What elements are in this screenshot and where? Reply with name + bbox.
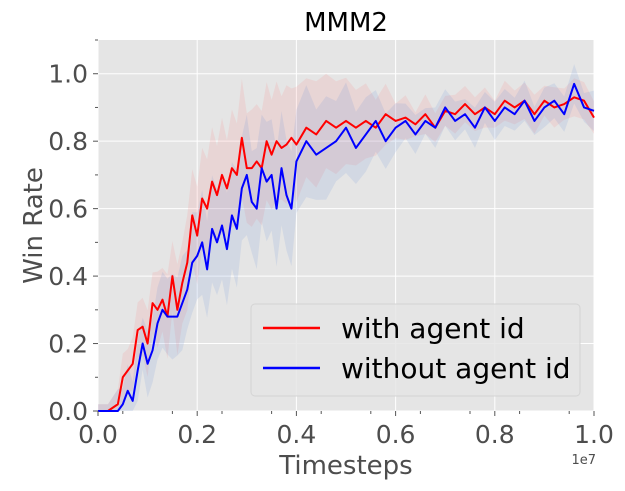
- x-axis-offset-label: 1e7: [571, 453, 596, 468]
- x-tick-label: 0.2: [177, 420, 217, 449]
- confidence-band-0: [98, 73, 594, 412]
- chart-title: MMM2: [304, 8, 388, 38]
- legend: with agent id without agent id: [250, 303, 581, 397]
- legend-box: [250, 303, 581, 397]
- x-tick-label: 0.0: [78, 420, 118, 449]
- y-tick-label: 0.8: [48, 127, 88, 156]
- y-tick-label: 0.2: [48, 330, 88, 359]
- grid-lines: [97, 40, 595, 412]
- y-axis-label: Win Rate: [19, 167, 49, 284]
- legend-label-without-agent-id: without agent id: [341, 352, 571, 385]
- x-tick-label: 0.8: [475, 420, 515, 449]
- legend-label-with-agent-id: with agent id: [341, 312, 525, 345]
- y-tick-label: 0.6: [48, 195, 88, 224]
- confidence-band-1: [98, 64, 594, 411]
- confidence-bands: [98, 64, 594, 412]
- y-tick-label: 0.4: [48, 262, 88, 291]
- series-lines: [98, 82, 595, 412]
- y-tick-label: 0.0: [48, 397, 88, 426]
- series-line-1: [98, 82, 595, 412]
- x-tick-label: 0.6: [376, 420, 416, 449]
- x-axis-label: Timesteps: [278, 451, 412, 481]
- x-tick-label: 0.4: [277, 420, 317, 449]
- series-line-0: [98, 96, 595, 412]
- axis-ticks: 0.0 0.2 0.4 0.6 0.8 1.0 0.0 0.2 0.4 0.6 0.8 1.0: [48, 39, 614, 449]
- x-tick-label: 1.0: [574, 420, 614, 449]
- y-tick-label: 1.0: [48, 60, 88, 89]
